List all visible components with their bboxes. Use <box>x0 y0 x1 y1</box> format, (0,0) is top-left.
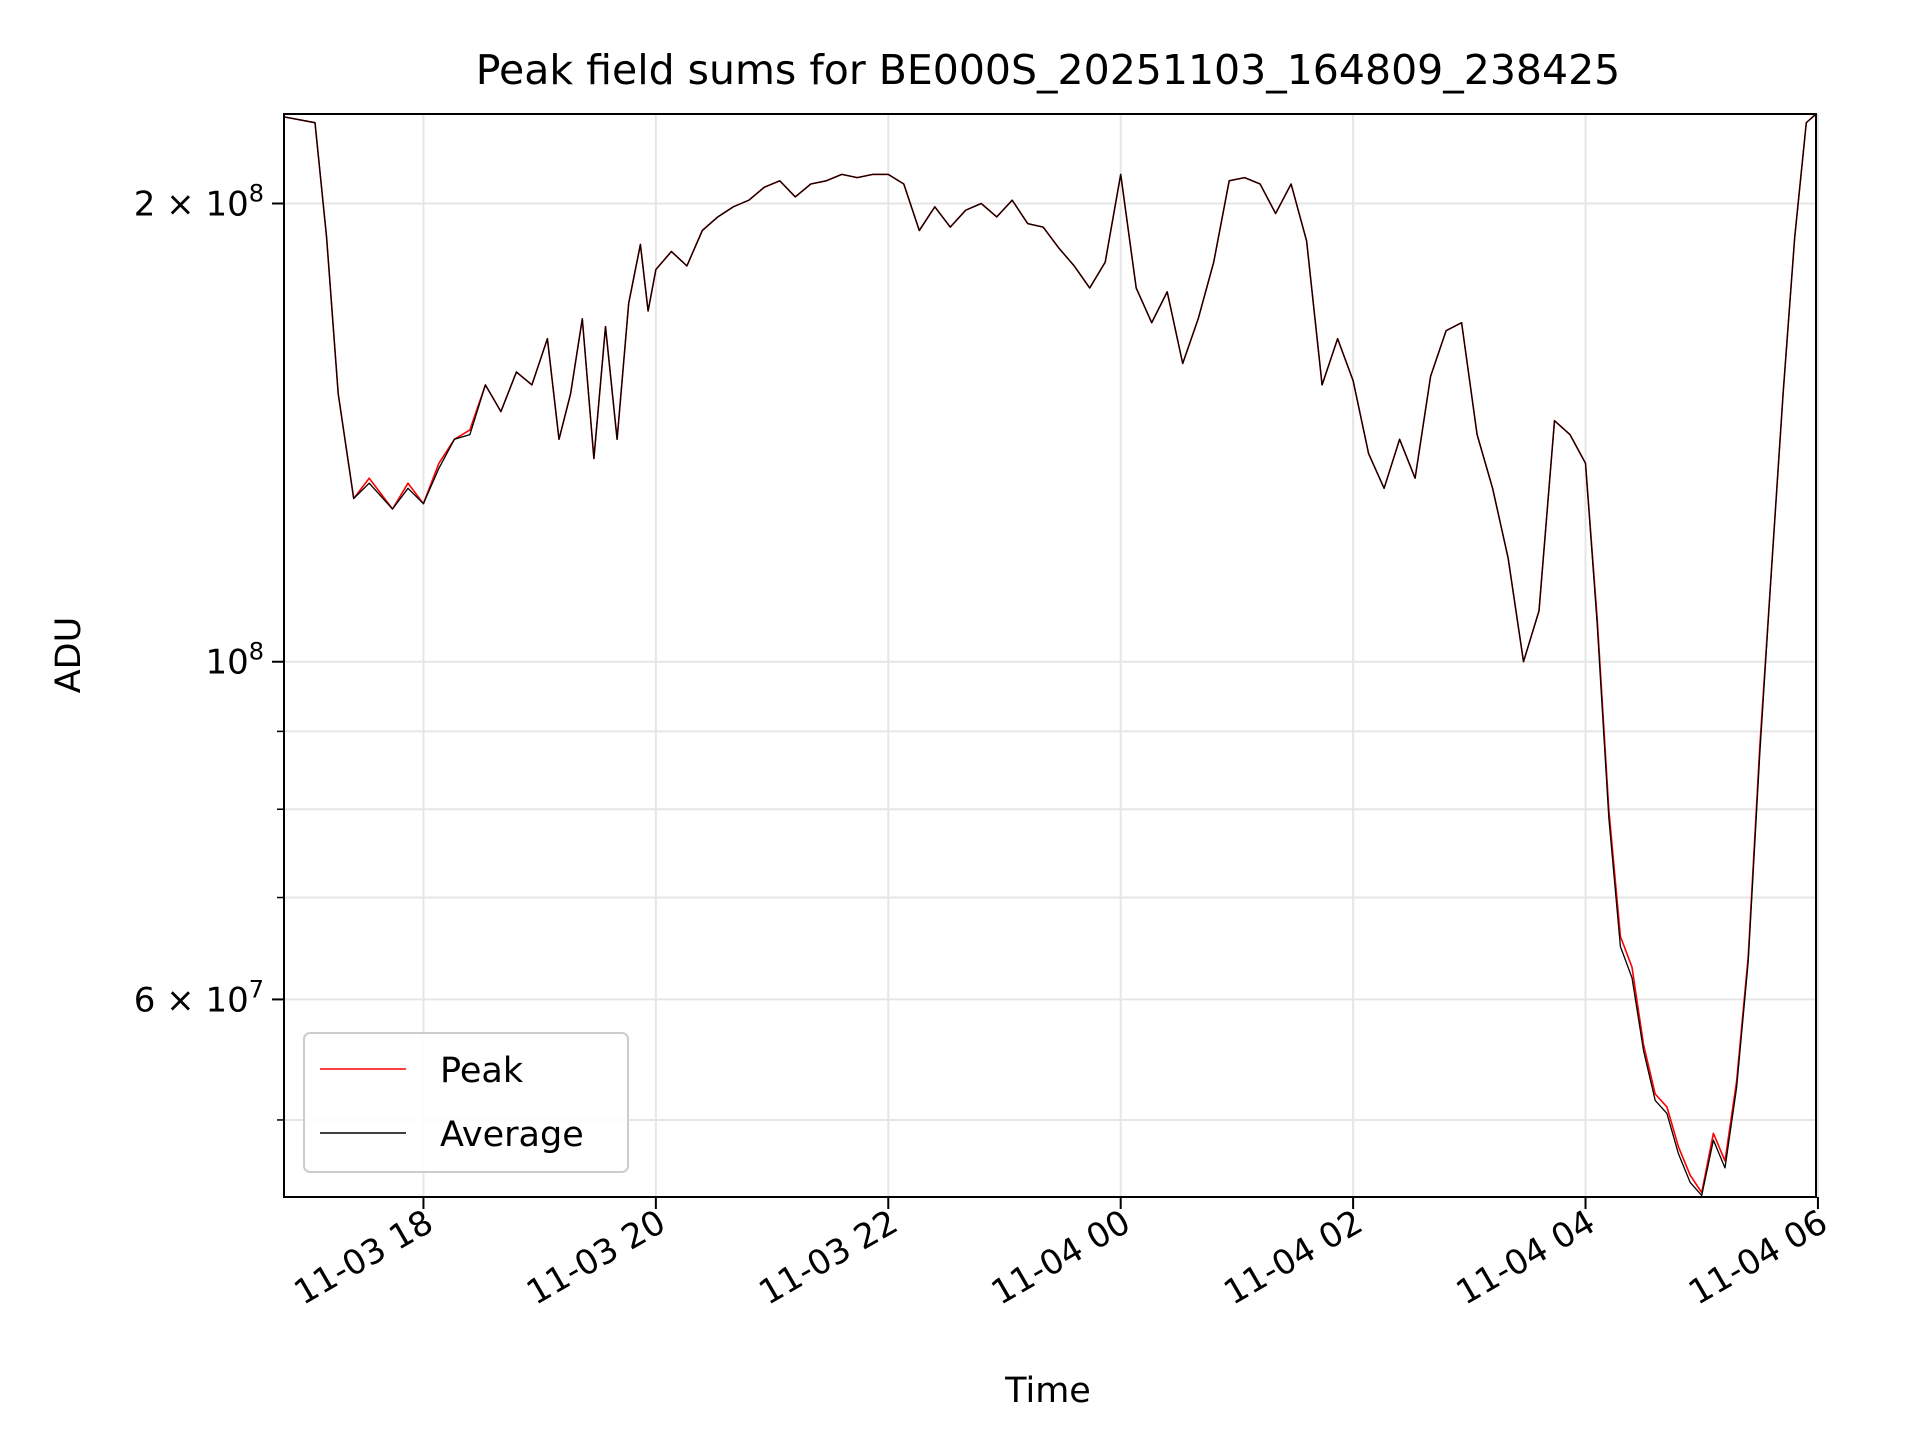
legend-box <box>303 1032 629 1173</box>
x-axis-label: Time <box>1004 1371 1091 1411</box>
y-tick-label: 2 × 108 <box>134 180 264 225</box>
legend-label-peak: Peak <box>440 1051 524 1091</box>
legend: Peak Average <box>303 1032 629 1173</box>
series-line-average <box>283 113 1817 1197</box>
plot-frame <box>283 113 1817 1198</box>
y-axis-label: ADU <box>49 617 89 694</box>
legend-label-average: Average <box>440 1115 584 1155</box>
y-tick-label: 6 × 107 <box>134 975 264 1020</box>
y-tick-label: 108 <box>205 638 264 683</box>
series-lines <box>283 113 1817 1197</box>
chart-title: Peak field sums for BE000S_20251103_1648… <box>476 46 1621 94</box>
grid <box>284 114 1819 1197</box>
